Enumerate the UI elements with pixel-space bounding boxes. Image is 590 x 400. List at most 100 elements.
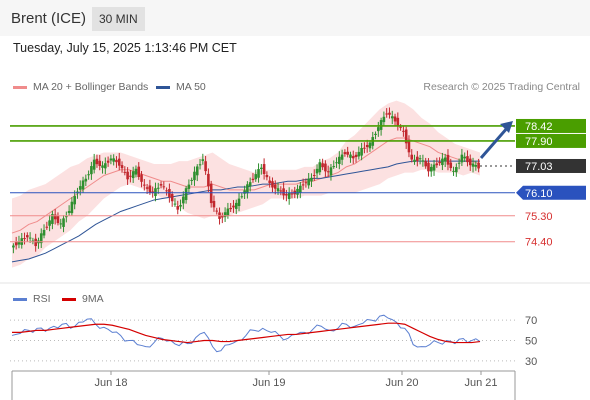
candle-body: [307, 178, 310, 186]
resistance-tag: [516, 118, 586, 133]
candle-body: [229, 207, 232, 210]
candle-body: [326, 171, 330, 173]
candle-body: [190, 179, 193, 181]
ma9-swatch: [62, 297, 76, 301]
candle-body: [73, 196, 76, 205]
candle-body: [187, 184, 191, 189]
candle-body: [315, 168, 319, 174]
candle-body: [279, 190, 283, 192]
candle-body: [399, 126, 402, 128]
ma50-legend: MA 50: [156, 81, 206, 93]
ma9-legend-label: 9MA: [82, 293, 104, 305]
watermark: Research © 2025 Trading Central: [423, 81, 580, 93]
candle-body: [137, 166, 141, 178]
candle-body: [354, 154, 358, 158]
candle-body: [195, 166, 199, 176]
candle-body: [243, 190, 246, 194]
candle-body: [435, 163, 439, 166]
candle-body: [23, 238, 26, 240]
timestamp: Tuesday, July 15, 2025 1:13:46 PM CET: [13, 41, 237, 55]
rsi-tick-label: 30: [525, 356, 537, 368]
candle-body: [67, 210, 71, 214]
candle-body: [432, 164, 436, 171]
candle-body: [446, 154, 450, 165]
candle-body: [452, 170, 455, 172]
candle-body: [98, 160, 102, 167]
level-label: 78.42: [525, 121, 553, 133]
candle-body: [318, 162, 322, 173]
rsi-legend-label: RSI: [33, 293, 51, 305]
chart-header: Brent (ICE) 30 MIN: [0, 0, 590, 36]
candle-body: [463, 156, 466, 159]
candle-body: [204, 161, 207, 172]
candle-body: [379, 120, 383, 130]
candle-body: [296, 188, 299, 195]
candle-body: [126, 171, 129, 180]
candle-body: [120, 165, 124, 169]
candle-body: [179, 205, 182, 207]
candle-body: [413, 159, 416, 162]
candle-body: [374, 133, 377, 136]
candle-body: [287, 192, 291, 200]
x-tick-label: Jun 21: [464, 377, 497, 389]
rsi-swatch: [13, 297, 27, 301]
candle-body: [117, 158, 121, 166]
candle-body: [390, 116, 394, 119]
candle-body: [45, 226, 49, 228]
candle-body: [156, 187, 160, 189]
candle-body: [257, 169, 260, 178]
x-tick-label: Jun 20: [385, 377, 418, 389]
instrument-title: Brent (ICE): [11, 10, 87, 27]
candle-body: [234, 202, 238, 209]
candle-body: [154, 188, 157, 197]
candle-body: [418, 158, 422, 160]
candle-body: [26, 235, 29, 238]
candle-body: [159, 184, 163, 186]
candle-body: [226, 208, 230, 216]
candle-body: [173, 203, 177, 205]
interval-button[interactable]: 30 MIN: [92, 7, 145, 31]
level-label: 77.03: [525, 161, 553, 173]
candle-body: [145, 187, 149, 189]
candle-body: [385, 113, 388, 115]
candle-body: [140, 174, 143, 182]
ma50-line: [11, 160, 480, 263]
candle-body: [254, 174, 258, 180]
rsi-tick-label: 50: [525, 336, 537, 348]
candle-body: [340, 154, 344, 160]
candle-body: [176, 206, 180, 210]
candle-body: [221, 215, 224, 218]
candle-body: [363, 147, 366, 149]
candle-body: [12, 245, 15, 248]
candle-body: [349, 154, 352, 158]
candle-body: [262, 164, 266, 174]
candle-body: [115, 159, 118, 163]
candle-body: [248, 182, 252, 187]
candle-body: [402, 130, 405, 132]
candle-body: [215, 210, 219, 212]
candle-body: [106, 160, 110, 163]
candle-body: [343, 152, 347, 155]
candle-body: [404, 129, 408, 144]
candle-body: [321, 163, 324, 168]
rsi-tick-label: 70: [525, 315, 537, 327]
candle-body: [223, 212, 227, 218]
candle-body: [78, 186, 82, 190]
candle-body: [471, 163, 475, 167]
forecast-arrow-head: [500, 121, 513, 133]
candle-body: [396, 117, 400, 127]
candle-body: [443, 157, 447, 162]
candle-body: [332, 166, 336, 168]
candle-body: [232, 205, 235, 208]
level-label: 77.90: [525, 136, 553, 148]
candle-body: [14, 242, 18, 246]
rsi-legend: RSI: [13, 293, 51, 305]
candle-body: [65, 216, 68, 218]
candle-body: [90, 166, 93, 175]
level-label: 74.40: [525, 237, 553, 249]
candle-body: [365, 145, 369, 148]
resistance-tag-point: [516, 118, 523, 133]
candle-body: [134, 168, 138, 175]
candle-body: [193, 171, 196, 181]
